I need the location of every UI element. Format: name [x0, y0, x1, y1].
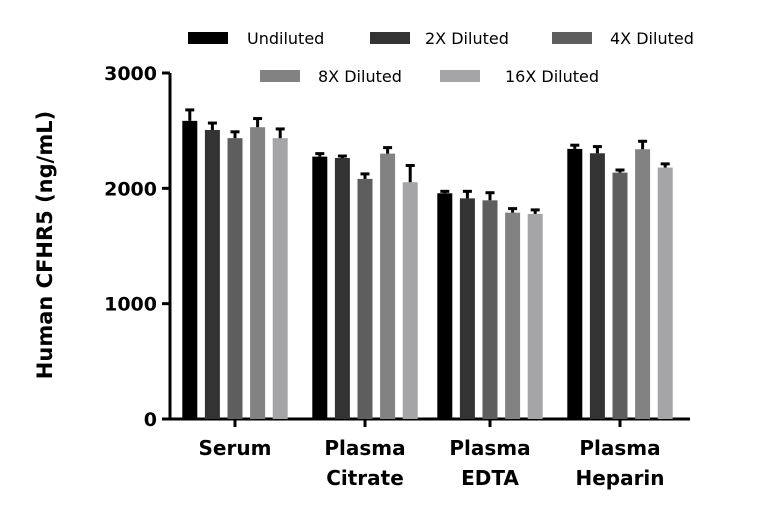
bar [204, 129, 220, 419]
bar [437, 193, 453, 419]
legend-label: 16X Diluted [505, 67, 599, 86]
legend-label: Undiluted [247, 29, 324, 48]
legend-swatch [260, 70, 300, 82]
legend-swatch [188, 32, 228, 44]
y-tick-label: 3000 [104, 63, 157, 85]
category-label: Heparin [575, 466, 664, 490]
bar [334, 158, 350, 419]
bar [402, 182, 418, 419]
bar [612, 172, 628, 419]
bar [357, 178, 373, 419]
y-tick-label: 1000 [104, 294, 157, 316]
legend-label: 4X Diluted [610, 29, 694, 48]
bar [227, 138, 243, 419]
category-label: Citrate [326, 466, 404, 490]
category-labels: Serum Plasma Citrate Plasma EDTA Plasma Hepari… [199, 436, 665, 490]
legend-swatch [370, 32, 410, 44]
bar [250, 127, 266, 419]
legend-swatch [440, 70, 480, 82]
bar [482, 200, 498, 419]
y-tick-label: 2000 [104, 178, 157, 200]
bar [272, 138, 288, 419]
bar [527, 213, 543, 419]
category-label: Plasma [324, 436, 405, 460]
bar [182, 120, 198, 419]
bars [182, 108, 673, 420]
bar [505, 212, 521, 419]
legend: Undiluted 2X Diluted 4X Diluted 8X Diluted 1… [188, 29, 694, 86]
category-label: EDTA [461, 466, 519, 490]
y-axis-label: Human CFHR5 (ng/mL) [33, 111, 57, 379]
bar [589, 153, 605, 419]
category-label: Serum [199, 436, 272, 460]
bar [380, 153, 396, 420]
bar [635, 149, 651, 419]
legend-label: 8X Diluted [318, 67, 402, 86]
bar [459, 198, 475, 419]
category-label: Plasma [579, 436, 660, 460]
bar [657, 167, 673, 419]
bar [567, 148, 583, 419]
legend-label: 2X Diluted [425, 29, 509, 48]
category-label: Plasma [449, 436, 530, 460]
bar [312, 156, 328, 419]
y-tick-label: 0 [144, 409, 157, 431]
legend-swatch [552, 32, 592, 44]
